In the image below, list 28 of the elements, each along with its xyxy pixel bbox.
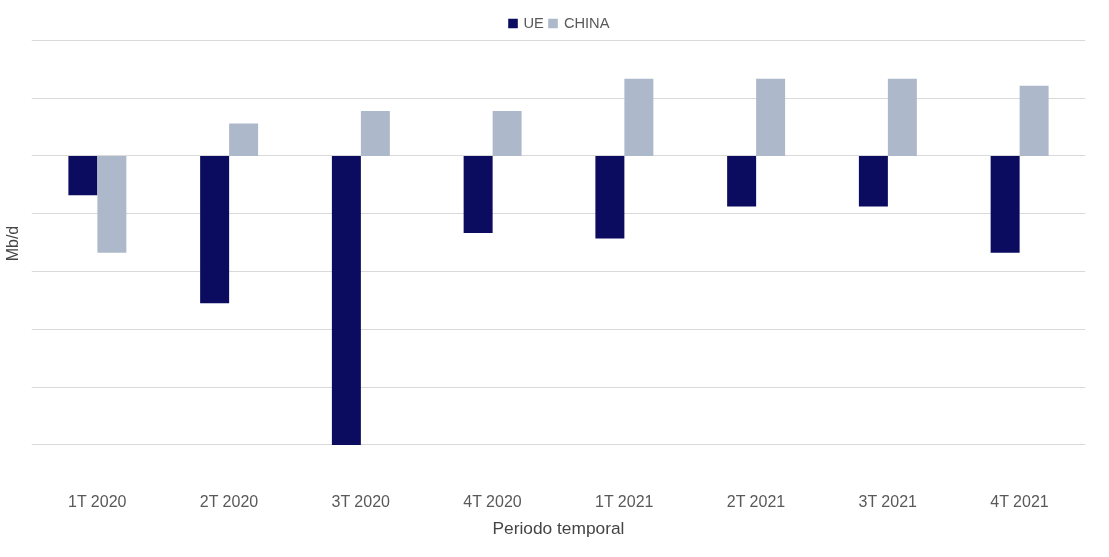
bar [624,78,654,156]
y-axis-title: Mb/d [3,225,21,262]
x-tick-label: 3T 2021 [858,492,918,510]
bar [727,155,757,207]
bar [360,111,390,156]
bar [756,78,786,156]
bar [990,155,1020,253]
bar [68,155,98,196]
x-axis-title: Periodo temporal [492,517,625,538]
x-tick-label: 4T 2021 [990,492,1049,510]
bar [858,155,888,207]
bar [229,123,259,156]
bar [1019,85,1049,156]
legend-label: UE [523,15,544,31]
bar [200,155,230,304]
bar [97,155,127,253]
x-tick-label: 3T 2020 [331,492,391,510]
bar [331,155,361,445]
x-tick-label: 4T 2020 [463,492,522,510]
legend-label: CHINA [563,15,610,31]
bar [463,155,493,234]
x-tick-label: 2T 2020 [199,492,259,510]
bar [887,78,917,156]
x-tick-label: 2T 2021 [726,492,786,510]
bar [595,155,625,239]
x-tick-label: 1T 2021 [595,492,654,510]
bar [492,111,522,156]
x-tick-label: 1T 2020 [68,492,127,510]
